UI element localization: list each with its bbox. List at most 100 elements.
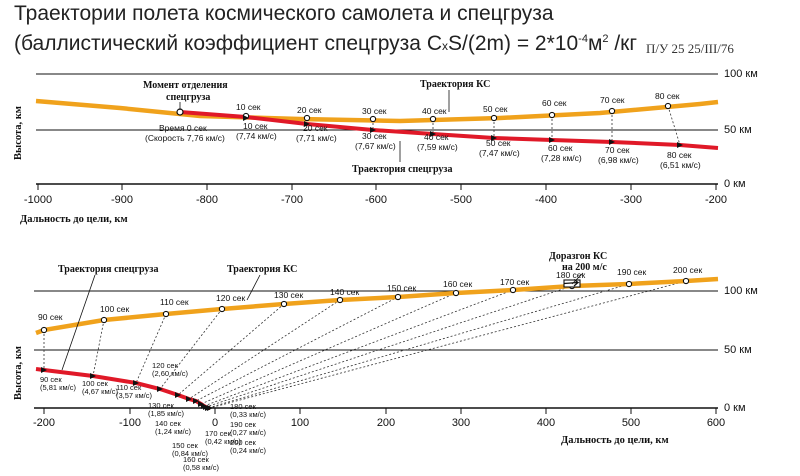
bottom-x-tick-label: 600 (707, 417, 725, 429)
bottom-cargo-time: 140 сек (155, 419, 182, 428)
bottom-cargo-speed: (0,33 км/с) (230, 410, 266, 419)
top-cargo-marker (243, 115, 249, 121)
bottom-ks-marker (40, 326, 48, 334)
bottom-ks-label: Траектория КС (227, 264, 297, 275)
bottom-cargo-marker (41, 367, 47, 373)
bottom-chart: 100 км 50 км 0 км -200 -100 0 100 200 300 400 5… (13, 251, 758, 472)
bottom-cargo-marker (133, 380, 139, 386)
top-x-tick-label: -400 (535, 194, 557, 206)
bottom-cargo-time: 200 сек (230, 438, 257, 447)
title-line-2: (баллистический коэффициент спецгруза Cx… (14, 32, 637, 56)
bottom-ks-marker (394, 293, 402, 301)
top-ks-time-label: 40 сек (422, 106, 447, 116)
top-alt-label-0: 0 км (724, 178, 746, 190)
bottom-guide-line (92, 319, 105, 377)
top-cargo-time: 20 сек (303, 123, 328, 133)
bottom-ks-time-label: 110 сек (160, 297, 189, 307)
top-cargo-marker (370, 127, 376, 133)
bottom-cargo-time: 160 сек (183, 455, 210, 464)
top-cargo-marker (304, 121, 310, 127)
bottom-alt-label-0: 0 км (724, 402, 746, 414)
bottom-ks-time-label: 170 сек (500, 277, 530, 287)
bottom-x-tick-label: -200 (33, 417, 55, 429)
boost-arrow-icon (563, 279, 580, 287)
bottom-x-tick-label: 0 (212, 417, 218, 429)
top-ks-marker (369, 115, 377, 123)
bottom-ks-marker (509, 286, 517, 294)
top-cargo-trajectory (179, 110, 719, 150)
bottom-cargo-time: 100 сек (82, 379, 109, 388)
bottom-cargo-speed: (2,60 км/с) (152, 369, 188, 378)
bottom-ks-time-label: 90 сек (38, 312, 63, 322)
bottom-cargo-marker (157, 386, 163, 392)
bottom-cargo-time: 180 сек (230, 402, 257, 411)
bottom-cargo-speed: (0,84 км/с) (172, 449, 208, 458)
bottom-ks-time-label: 140 сек (330, 287, 360, 297)
top-cargo-speed: (6,51 км/с) (660, 160, 701, 170)
top-ks-time-label: 50 сек (483, 104, 508, 114)
t0-speed: (Скорость 7,76 км/с) (145, 133, 225, 143)
bottom-cargo-marker (193, 398, 199, 404)
bottom-x-tick-label: 500 (622, 417, 640, 429)
bottom-ks-time-label: 200 сек (673, 265, 703, 275)
bottom-cargo-marker (207, 405, 213, 411)
top-cargo-time: 60 сек (548, 143, 573, 153)
bottom-x-tick-label: 100 (291, 417, 309, 429)
title-exp: -4 (578, 33, 588, 45)
top-guide-line (667, 105, 681, 146)
bottom-x-tick-label: 200 (377, 417, 395, 429)
bottom-guide-line (209, 280, 687, 409)
top-cargo-time-labels: 10 сек(7,74 км/с) 20 сек(7,71 км/с) 30 сек… (236, 121, 701, 170)
top-x-tick-label: -1000 (24, 194, 52, 206)
top-ks-markers (176, 102, 672, 123)
top-cargo-marker (677, 142, 683, 148)
title-prefix: (баллистический коэффициент спецгруза C (14, 32, 442, 55)
bottom-ks-marker (336, 296, 344, 304)
top-ks-marker (303, 114, 311, 122)
bottom-cargo-time: 170 сек (205, 429, 232, 438)
title-unit-exp: 2 (602, 33, 609, 45)
top-cargo-marker (491, 135, 497, 141)
bottom-x-ticks: -200 -100 0 100 200 300 400 500 600 (33, 408, 725, 429)
doc-stamp: П/У 25 25/III/76 (646, 41, 734, 56)
top-cargo-label: Траектория спецгруза (352, 164, 452, 175)
bottom-guide-line (205, 285, 573, 408)
top-cargo-time: 10 сек (243, 121, 268, 131)
bottom-ks-marker (682, 277, 690, 285)
top-x-tick-label: -500 (450, 194, 472, 206)
bottom-ks-marker (452, 289, 460, 297)
top-ks-label: Траектория КС (420, 79, 490, 90)
top-ks-time-label: 80 сек (655, 91, 680, 101)
bottom-cargo-speed: (4,67 км/с) (82, 387, 118, 396)
bottom-guide-line (159, 308, 223, 390)
bottom-cargo-speed: (5,81 км/с) (40, 383, 76, 392)
bottom-ks-trajectory (35, 276, 719, 336)
bottom-x-tick-label: -100 (119, 417, 141, 429)
top-cargo-time: 40 сек (424, 132, 449, 142)
bottom-cargo-marker (90, 373, 96, 379)
bottom-ks-pointer (246, 274, 261, 301)
bottom-ks-time-labels: 90 сек 100 сек 110 сек 120 сек 130 сек 140 се… (38, 265, 703, 322)
bottom-cargo-speed: (1,85 км/с) (148, 409, 184, 418)
bottom-cargo-time: 120 сек (152, 361, 179, 370)
title-unit: м (587, 32, 603, 55)
top-cargo-marker (430, 131, 436, 137)
bottom-ks-time-label: 130 сек (274, 290, 304, 300)
top-cargo-speed: (7,28 км/с) (541, 153, 582, 163)
bottom-ks-marker (625, 280, 633, 288)
top-cargo-speed: (7,59 км/с) (417, 142, 458, 152)
top-x-tick-label: -300 (620, 194, 642, 206)
bottom-cargo-time: 110 сек (116, 383, 142, 392)
bottom-cargo-time: 130 сек (148, 401, 175, 410)
top-x-tick-label: -700 (281, 194, 303, 206)
bottom-x-tick-label: 300 (452, 417, 470, 429)
bottom-cargo-markers (41, 367, 213, 411)
top-ks-marker (664, 102, 672, 110)
top-x-ticks: -1000 -900 -800 -700 -600 -500 -400 -300 -200 (24, 184, 727, 206)
top-cargo-speed: (7,47 км/с) (479, 148, 520, 158)
top-cargo-time: 50 сек (486, 138, 511, 148)
top-ks-time-label: 60 сек (542, 98, 567, 108)
bottom-cargo-speed: (0,24 км/с) (230, 446, 266, 455)
bottom-ks-marker (218, 305, 226, 313)
